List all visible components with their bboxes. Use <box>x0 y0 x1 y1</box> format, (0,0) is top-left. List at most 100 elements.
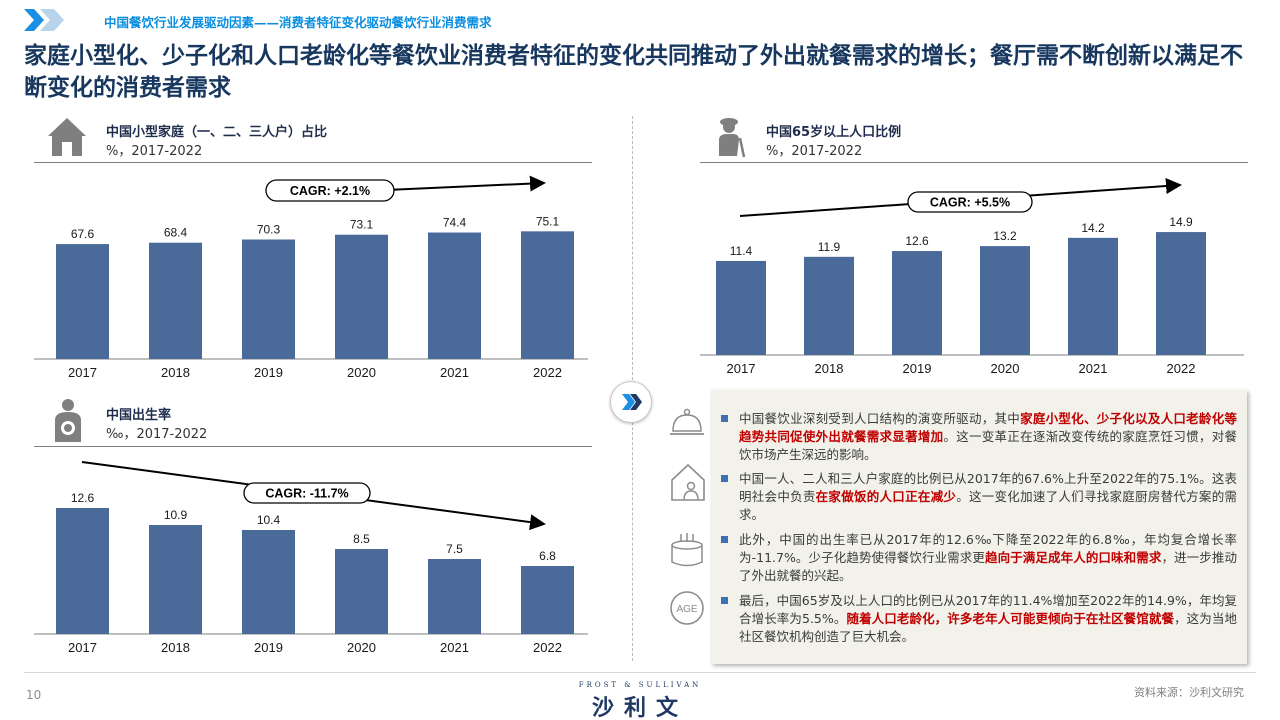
x-tick-label: 2021 <box>1079 361 1108 376</box>
bullet-text: 中国一人、二人和三人户家庭的比例已从2017年的67.6%上升至2022年的75… <box>739 471 1237 522</box>
footer-divider <box>24 672 1256 673</box>
data-label: 8.5 <box>353 532 370 546</box>
cloche-icon <box>670 408 704 435</box>
house-icon <box>48 118 86 156</box>
bullet-item: 中国餐饮业深刻受到人口结构的演变所驱动，其中家庭小型化、少子化以及人口老龄化等趋… <box>721 410 1237 464</box>
data-label: 6.8 <box>539 549 556 563</box>
chart-title-birthrate: 中国出生率 <box>106 408 172 423</box>
bar <box>716 260 766 355</box>
x-tick-label: 2018 <box>161 640 190 655</box>
bar <box>1156 232 1206 355</box>
bullet-item: 此外，中国的出生率已从2017年的12.6‰下降至2022年的6.8‰，年均复合… <box>721 531 1237 585</box>
chart-subtitle-elderly: %，2017-2022 <box>766 144 863 159</box>
bullet-text: 最后，中国65岁及以上人口的比例已从2017年的11.4%增加至2022年的14… <box>739 593 1237 644</box>
data-label: 70.3 <box>257 222 281 236</box>
bar <box>1068 237 1118 355</box>
cagr-label: CAGR: +5.5% <box>930 196 1010 210</box>
chart-elderly: 11.4 2017 11.9 2018 12.6 2019 13.2 2020 14.2 2021… <box>700 178 1244 376</box>
bullet-text: 此外，中国的出生率已从2017年的12.6‰下降至2022年的6.8‰，年均复合… <box>739 532 1237 583</box>
insight-textbox: 中国餐饮业深刻受到人口结构的演变所驱动，其中家庭小型化、少子化以及人口老龄化等趋… <box>711 390 1247 664</box>
x-tick-label: 2022 <box>533 365 562 380</box>
chevron-right-icon <box>622 394 642 410</box>
cagr-badge <box>243 482 371 504</box>
source-note: 资料来源：沙利文研究 <box>1134 686 1244 699</box>
bullet-square-icon <box>721 536 728 543</box>
elderly-person-icon <box>719 118 746 158</box>
chart-title-elderly: 中国65岁以上人口比例 <box>766 125 902 140</box>
bar <box>428 232 481 359</box>
x-tick-label: 2017 <box>68 640 97 655</box>
x-tick-label: 2018 <box>161 365 190 380</box>
bar <box>335 549 388 634</box>
chart-households: 67.6 2017 68.4 2018 70.3 2019 73.1 2020 74.4 2021… <box>34 175 588 380</box>
cake-icon <box>671 533 703 567</box>
cagr-label: CAGR: -11.7% <box>265 487 348 501</box>
bullet-square-icon <box>721 475 728 482</box>
bar <box>56 508 109 634</box>
data-label: 7.5 <box>446 542 463 556</box>
bullet-item: 最后，中国65岁及以上人口的比例已从2017年的11.4%增加至2022年的14… <box>721 592 1237 646</box>
chart-subtitle-birthrate: ‰，2017-2022 <box>106 427 208 442</box>
data-label: 11.9 <box>818 240 841 254</box>
cagr-badge <box>265 179 395 202</box>
x-tick-label: 2022 <box>533 640 562 655</box>
x-tick-label: 2017 <box>727 361 756 376</box>
data-label: 12.6 <box>905 234 929 248</box>
divider <box>34 162 592 163</box>
x-tick-label: 2021 <box>440 640 469 655</box>
logo-chinese: 沙利文 <box>591 696 688 720</box>
x-tick-label: 2019 <box>254 640 283 655</box>
x-tick-label: 2020 <box>991 361 1020 376</box>
bullet-square-icon <box>721 415 728 422</box>
bar <box>242 239 295 359</box>
page-title: 家庭小型化、少子化和人口老龄化等餐饮业消费者特征的变化共同推动了外出就餐需求的增… <box>24 43 1243 101</box>
data-label: 75.1 <box>536 214 560 228</box>
divider <box>34 446 592 447</box>
header-chevrons-icon <box>24 9 64 31</box>
bar <box>804 256 854 355</box>
data-label: 10.9 <box>164 508 188 522</box>
bar <box>242 530 295 634</box>
data-label: 73.1 <box>350 218 374 232</box>
chart-subtitle-households: %，2017-2022 <box>106 144 203 159</box>
x-tick-label: 2020 <box>347 640 376 655</box>
data-label: 14.9 <box>1169 215 1193 229</box>
bar <box>149 242 202 359</box>
data-label: 74.4 <box>443 216 467 230</box>
data-label: 68.4 <box>164 226 188 240</box>
bar <box>428 559 481 634</box>
bar <box>521 231 574 359</box>
mother-baby-icon <box>55 399 81 442</box>
breadcrumb: 中国餐饮行业发展驱动因素——消费者特征变化驱动餐饮行业消费需求 <box>104 15 492 30</box>
cagr-label: CAGR: +2.1% <box>290 184 370 198</box>
bar <box>521 566 574 634</box>
age-icon: AGE <box>670 591 704 625</box>
page-number: 10 <box>26 688 42 702</box>
home-person-icon <box>671 463 705 501</box>
bullet-text: 中国餐饮业深刻受到人口结构的演变所驱动，其中家庭小型化、少子化以及人口老龄化等趋… <box>739 411 1237 462</box>
data-label: 12.6 <box>71 491 95 505</box>
bar <box>980 246 1030 355</box>
bar <box>892 251 942 355</box>
data-label: 11.4 <box>730 244 753 258</box>
x-tick-label: 2022 <box>1167 361 1196 376</box>
x-tick-label: 2020 <box>347 365 376 380</box>
data-label: 13.2 <box>993 229 1017 243</box>
x-tick-label: 2021 <box>440 365 469 380</box>
x-tick-label: 2019 <box>903 361 932 376</box>
svg-text:AGE: AGE <box>676 604 697 615</box>
data-label: 67.6 <box>71 227 95 241</box>
next-circle-button[interactable] <box>610 381 652 423</box>
bar <box>335 234 388 359</box>
x-tick-label: 2017 <box>68 365 97 380</box>
chart-birthrate: 12.6 2017 10.9 2018 10.4 2019 8.5 2020 7.5 2021 6.… <box>34 461 588 655</box>
x-tick-label: 2019 <box>254 365 283 380</box>
chart-title-households: 中国小型家庭（一、二、三人户）占比 <box>106 125 328 140</box>
bar <box>149 525 202 634</box>
data-label: 14.2 <box>1081 221 1105 235</box>
x-tick-label: 2018 <box>815 361 844 376</box>
cagr-badge <box>907 191 1033 213</box>
data-label: 10.4 <box>257 513 281 527</box>
logo-wordmark: FROST & SULLIVAN <box>578 681 702 689</box>
divider <box>700 162 1248 163</box>
